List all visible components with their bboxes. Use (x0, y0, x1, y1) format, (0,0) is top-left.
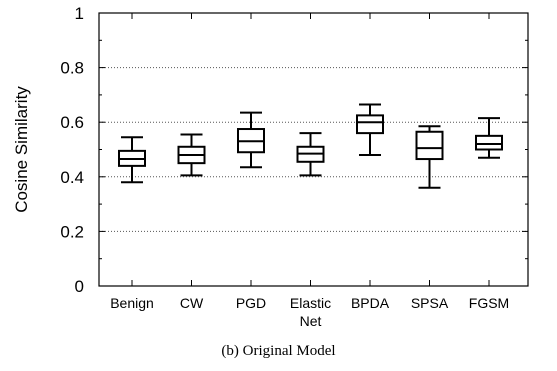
box-iqr (356, 114, 384, 135)
x-tick-label: SPSA (411, 295, 449, 311)
box-iqr (415, 130, 444, 161)
x-tick-label: FGSM (469, 295, 509, 311)
y-tick-label: 0.6 (60, 113, 84, 132)
y-tick-label: 0.2 (60, 222, 84, 241)
x-tick-label: Elastic (290, 295, 331, 311)
y-tick-label: 0.8 (60, 59, 84, 78)
y-axis-label: Cosine Similarity (12, 86, 31, 213)
figure-caption: (b) Original Model (221, 343, 336, 359)
box-plot-chart: 0 0.2 0.4 0.6 0.8 1 Cosine Similarity Benign CW P… (12, 4, 529, 329)
y-tick-label: 0 (75, 277, 84, 296)
x-tick-label: Benign (110, 295, 154, 311)
box-iqr (475, 134, 503, 151)
y-tick-label: 0.4 (60, 168, 84, 187)
x-tick-label: PGD (236, 295, 266, 311)
x-tick-label: Net (300, 313, 322, 329)
y-tick-label: 1 (75, 4, 84, 23)
x-tick-label: CW (180, 295, 204, 311)
x-tick-label: BPDA (351, 295, 390, 311)
plot-frame (98, 12, 529, 287)
